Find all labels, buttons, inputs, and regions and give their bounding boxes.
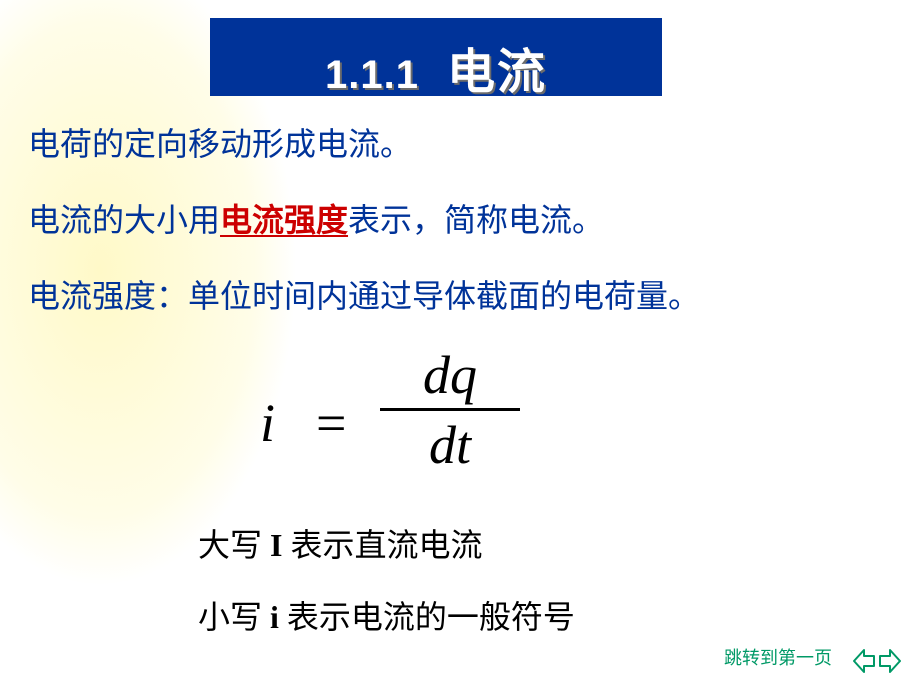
note-2-symbol: i (270, 599, 279, 635)
body-line-1: 电荷的定向移动形成电流。 (28, 128, 412, 160)
formula: i = dq dt (260, 340, 530, 490)
note-2: 小写 i 表示电流的一般符号 (198, 592, 575, 638)
body-line-2-emph: 电流强度 (220, 202, 348, 238)
note-1-symbol: I (270, 527, 282, 563)
next-slide-button[interactable] (878, 648, 902, 674)
title-number: 1.1.1 (325, 53, 419, 97)
slide: 1.1.1电流 1.1.1电流 电荷的定向移动形成电流。 电流的大小用电流强度表… (0, 0, 920, 690)
body-line-2b: 表示，简称电流。 (348, 202, 604, 238)
formula-numerator: dq (380, 340, 520, 410)
title-banner: 1.1.1电流 1.1.1电流 (210, 18, 662, 96)
note-1: 大写 I 表示直流电流 (198, 520, 482, 566)
body-line-2: 电流的大小用电流强度表示，简称电流。 (28, 204, 604, 236)
formula-lhs: i (260, 392, 275, 454)
formula-equals: = (316, 392, 346, 454)
formula-denominator: dt (380, 410, 520, 480)
formula-fraction: dq dt (380, 340, 520, 480)
arrow-right-icon (878, 648, 902, 674)
prev-slide-button[interactable] (852, 648, 876, 674)
note-1b: 表示直流电流 (282, 527, 482, 563)
note-1a: 大写 (198, 527, 270, 563)
body-line-3: 电流强度：单位时间内通过导体截面的电荷量。 (28, 280, 700, 312)
nav-arrows (852, 648, 902, 674)
arrow-left-icon (852, 648, 876, 674)
jump-to-first-page-link[interactable]: 跳转到第一页 (724, 644, 832, 670)
note-2a: 小写 (198, 599, 270, 635)
body-line-2a: 电流的大小用 (28, 202, 220, 238)
title-text: 电流 (447, 46, 547, 99)
formula-bar (380, 408, 520, 411)
note-2b: 表示电流的一般符号 (279, 599, 575, 635)
